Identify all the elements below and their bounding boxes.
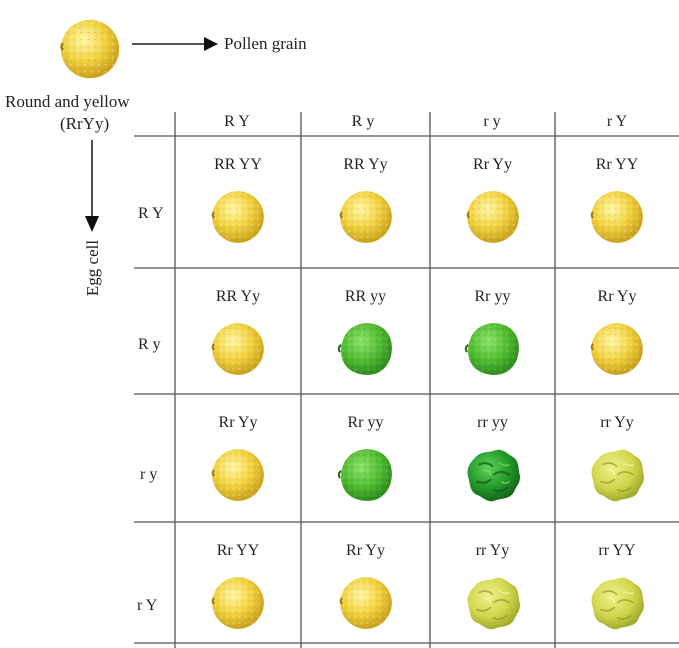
column-header: r Y <box>606 113 628 130</box>
row-label: r Y <box>137 597 158 614</box>
round-yellow-seed-icon <box>211 448 265 502</box>
wrinkled-yellow-seed-icon <box>590 576 645 631</box>
pollen-grain-label: Pollen grain <box>224 34 307 53</box>
round-yellow-seed-icon <box>211 576 265 630</box>
round-yellow-seed-icon <box>465 190 520 244</box>
round-yellow-seed-icon <box>590 322 644 376</box>
round-yellow-seed-icon <box>338 190 393 244</box>
round-green-seed-icon <box>337 448 393 502</box>
cell-genotype: rr Yy <box>475 542 510 559</box>
cell-genotype: Rr Yy <box>597 288 637 305</box>
round-green-seed-icon <box>337 322 393 376</box>
row-label: R y <box>138 336 161 353</box>
round-green-seed-icon <box>464 322 520 376</box>
round-yellow-seed-icon <box>211 322 265 376</box>
cell-genotype: RR Yy <box>343 156 388 173</box>
round-yellow-seed-icon <box>338 576 393 630</box>
cell-genotype: rr yy <box>477 414 508 431</box>
row-label: r y <box>140 466 158 483</box>
cell-genotype: Rr yy <box>347 414 384 431</box>
round-yellow-seed-icon <box>590 190 644 244</box>
column-header: r y <box>483 113 501 130</box>
round-yellow-seed-icon <box>211 190 265 244</box>
wrinkled-green-seed-icon <box>466 448 521 503</box>
cell-genotype: rr YY <box>598 542 636 559</box>
cell-genotype: Rr YY <box>595 156 639 173</box>
wrinkled-yellow-seed-icon <box>466 576 521 631</box>
cell-genotype: Rr YY <box>216 542 260 559</box>
cell-genotype: RR YY <box>214 156 262 173</box>
column-header: R y <box>351 113 375 130</box>
cell-genotype: Rr Yy <box>346 542 385 559</box>
column-header: R Y <box>224 113 250 130</box>
cell-genotype: Rr Yy <box>473 156 512 173</box>
pollen-arrow-icon <box>132 37 218 51</box>
cell-genotype: Rr Yy <box>218 414 258 431</box>
cell-genotype: RR yy <box>344 288 387 305</box>
cell-genotype: RR Yy <box>215 288 261 305</box>
row-label: R Y <box>138 205 164 222</box>
parent-label: Round and yellow <box>5 92 130 111</box>
cell-genotype: rr Yy <box>600 414 634 431</box>
cell-genotype: Rr yy <box>474 288 511 305</box>
parent-genotype-label: (RrYy) <box>60 114 110 133</box>
egg-arrow-icon <box>85 140 99 232</box>
wrinkled-yellow-seed-icon <box>590 448 645 503</box>
